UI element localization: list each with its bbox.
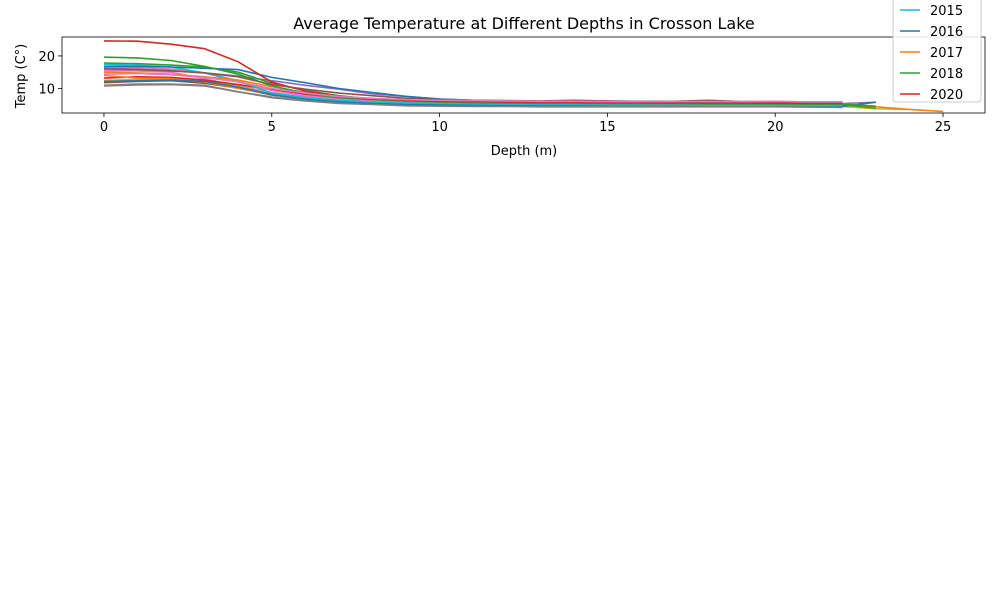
series-line-unlabeled-16 — [103, 72, 843, 103]
x-tick-label: 20 — [767, 120, 784, 135]
legend-box — [892, 0, 982, 103]
series-line-2018 — [103, 56, 876, 107]
x-tick-label: 5 — [268, 120, 276, 135]
legend-entry: 2018 — [930, 67, 963, 82]
y-tick-label: 20 — [38, 50, 55, 65]
x-tick-label: 0 — [100, 120, 108, 135]
chart-title: Average Temperature at Different Depths … — [293, 14, 755, 33]
series-line-unlabeled-7 — [103, 66, 843, 106]
x-tick-label: 15 — [599, 120, 616, 135]
legend-entry: 2016 — [930, 25, 963, 40]
x-tick-label: 10 — [431, 120, 448, 135]
legend-entry: 2015 — [930, 4, 963, 19]
plot-frame — [61, 36, 986, 114]
legend-entry: 2020 — [930, 88, 963, 103]
series-line-unlabeled-17 — [103, 83, 843, 109]
y-axis-ticks: 10 20 — [38, 50, 62, 98]
series-line-2020 — [103, 40, 843, 104]
plot-lines — [103, 40, 944, 113]
series-line-2015 — [103, 63, 843, 107]
x-tick-label: 25 — [935, 120, 952, 135]
legend: 2015 2016 2017 2018 2020 — [892, 0, 982, 103]
x-axis-ticks: 0 5 10 15 20 25 — [100, 113, 952, 135]
x-axis-label: Depth (m) — [491, 144, 558, 159]
y-tick-label: 10 — [38, 83, 55, 98]
y-axis-label: Temp (C°) — [14, 44, 29, 110]
legend-entry: 2017 — [930, 46, 963, 61]
